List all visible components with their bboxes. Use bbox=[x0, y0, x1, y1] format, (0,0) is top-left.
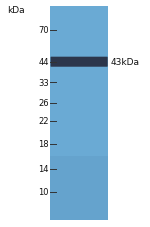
Text: 44: 44 bbox=[38, 58, 49, 67]
Text: 26: 26 bbox=[38, 99, 49, 108]
Text: 43kDa: 43kDa bbox=[110, 58, 139, 67]
Bar bbox=[50, 7, 108, 220]
Text: kDa: kDa bbox=[8, 6, 25, 15]
Text: 22: 22 bbox=[38, 117, 49, 126]
Text: 18: 18 bbox=[38, 140, 49, 149]
Bar bbox=[50, 156, 108, 220]
Text: 10: 10 bbox=[38, 187, 49, 196]
Text: 33: 33 bbox=[38, 78, 49, 87]
Text: 70: 70 bbox=[38, 26, 49, 35]
Text: 14: 14 bbox=[38, 165, 49, 174]
FancyBboxPatch shape bbox=[51, 57, 108, 67]
